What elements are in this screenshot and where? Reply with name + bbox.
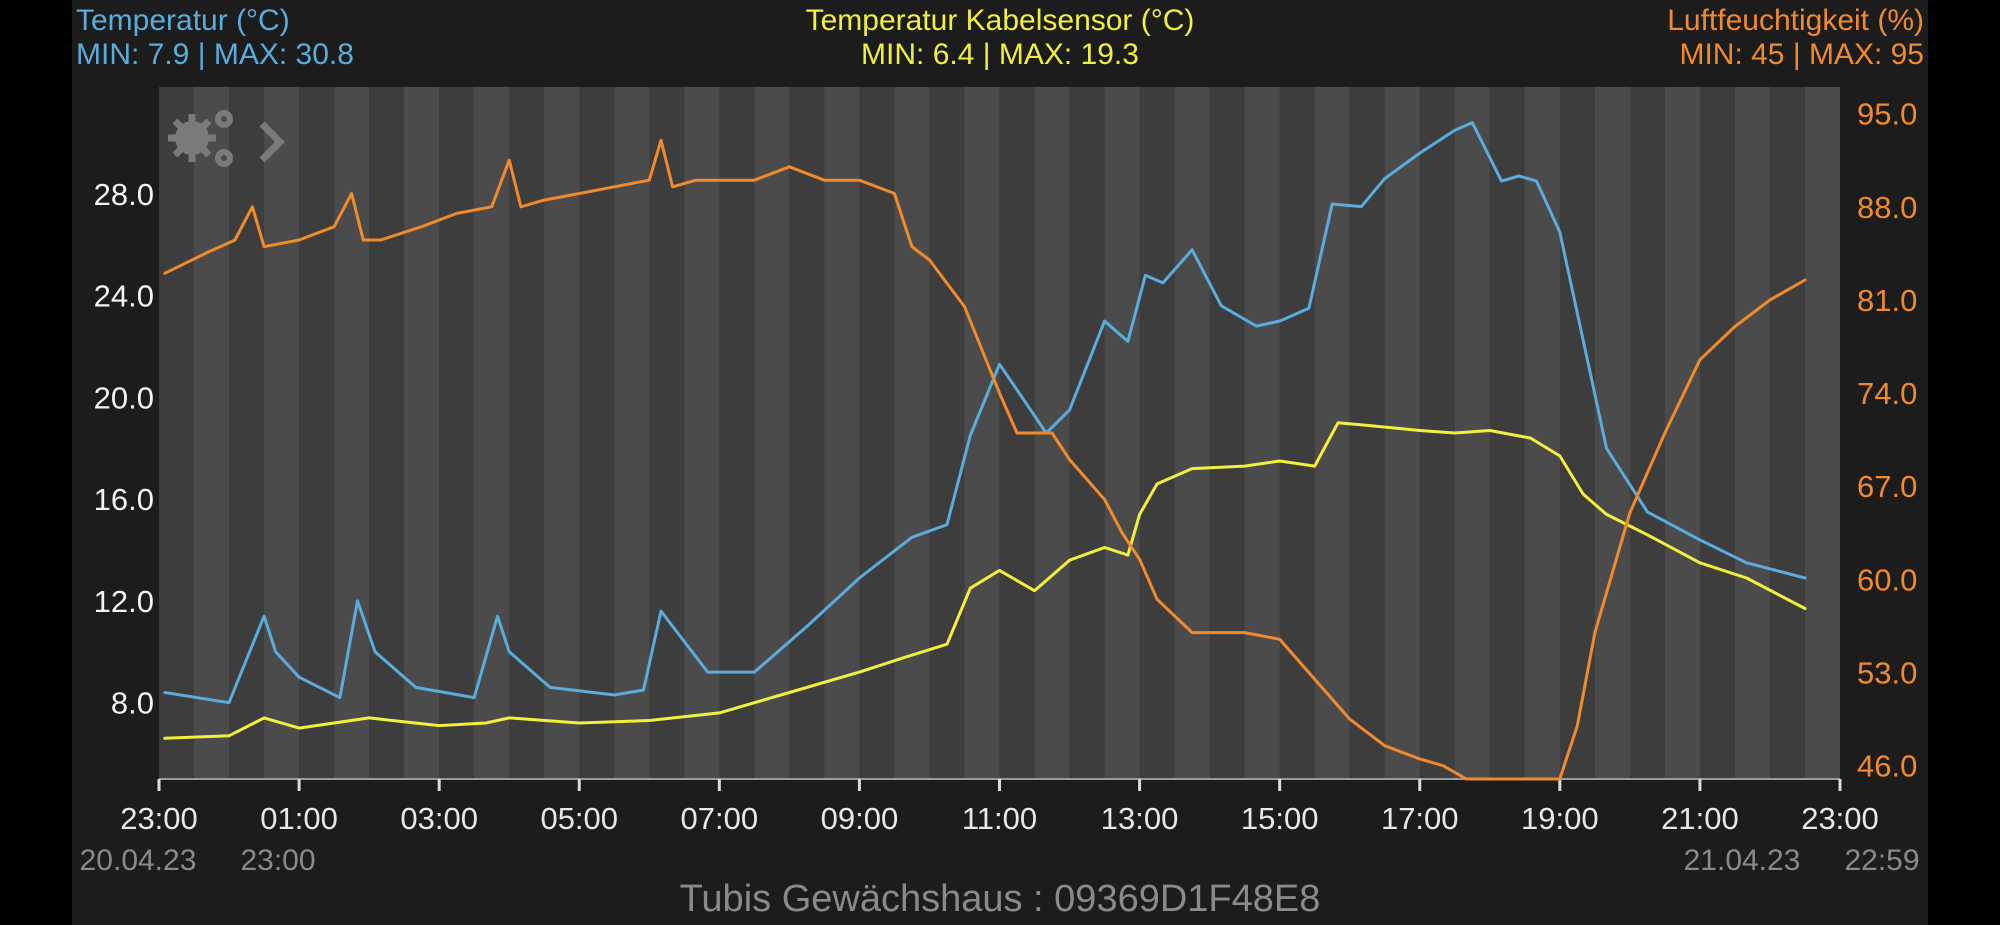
y-right-tick-label: 60.0 xyxy=(1857,562,1917,597)
end-date-label: 21.04.23 xyxy=(1684,844,1801,877)
plot-background xyxy=(159,87,1840,779)
y-axis-right: 46.0 53.0 60.0 67.0 74.0 81.0 88.0 95.0 xyxy=(1857,97,1917,784)
grid-band xyxy=(1349,87,1385,779)
y-right-tick-label: 81.0 xyxy=(1857,283,1917,318)
grid-band xyxy=(1769,87,1805,779)
cable-sensor-line xyxy=(163,421,1807,740)
grid-band xyxy=(1559,87,1595,779)
x-tick-label: 23:00 xyxy=(120,801,198,836)
grid-band xyxy=(719,87,755,779)
x-axis: 23:00 01:00 03:00 05:00 07:00 09:00 11:00 13:00… xyxy=(120,778,1879,836)
x-tick-label: 05:00 xyxy=(540,801,618,836)
x-tick-label: 15:00 xyxy=(1241,801,1319,836)
grid-band xyxy=(509,87,545,779)
legend-temperature: Temperatur (°C) MIN: 7.9 | MAX: 30.8 xyxy=(76,4,354,72)
x-tick-label: 23:00 xyxy=(1801,801,1879,836)
grid-band xyxy=(649,87,685,779)
legend-cable-title: Temperatur Kabelsensor (°C) xyxy=(805,4,1195,37)
line-chart: 23:00 01:00 03:00 05:00 07:00 09:00 11:00 13:00… xyxy=(80,87,1920,877)
x-tick-label: 17:00 xyxy=(1381,801,1459,836)
grid-band xyxy=(369,87,405,779)
date-labels: 20.04.23 23:00 21.04.23 22:59 xyxy=(80,844,1920,877)
chevron-right-icon[interactable] xyxy=(259,121,285,163)
end-time-label: 22:59 xyxy=(1844,844,1919,877)
legend-humidity-minmax: MIN: 45 | MAX: 95 xyxy=(1679,38,1924,71)
legend-humidity-title: Luftfeuchtigkeit (%) xyxy=(1667,4,1924,37)
chart-toolbar[interactable] xyxy=(168,110,285,167)
legend-cable-sensor: Temperatur Kabelsensor (°C) MIN: 6.4 | M… xyxy=(806,4,1195,72)
x-tick-label: 07:00 xyxy=(681,801,759,836)
x-tick-label: 21:00 xyxy=(1661,801,1739,836)
y-right-tick-label: 46.0 xyxy=(1857,749,1917,784)
grid-band xyxy=(1279,87,1315,779)
start-date-label: 20.04.23 xyxy=(80,844,197,877)
grid-band xyxy=(299,87,335,779)
device-footer: Tubis Gewächshaus : 09369D1F48E8 xyxy=(679,878,1321,920)
x-tick-label: 03:00 xyxy=(400,801,478,836)
grid-band xyxy=(1069,87,1105,779)
grid-band xyxy=(929,87,965,779)
grid-band xyxy=(1209,87,1245,779)
start-time-label: 23:00 xyxy=(240,844,315,877)
y-right-tick-label: 95.0 xyxy=(1857,97,1917,132)
y-right-tick-label: 53.0 xyxy=(1857,656,1917,691)
y-left-tick-label: 28.0 xyxy=(94,177,154,212)
grid-band xyxy=(1139,87,1175,779)
y-axis-left: 8.0 12.0 16.0 20.0 24.0 28.0 xyxy=(94,177,154,721)
gears-icon[interactable] xyxy=(168,110,233,167)
x-tick-label: 01:00 xyxy=(260,801,338,836)
grid-band xyxy=(579,87,615,779)
grid-band xyxy=(439,87,475,779)
series-lines xyxy=(163,121,1807,781)
legend-cable-minmax: MIN: 6.4 | MAX: 19.3 xyxy=(861,38,1139,71)
x-tick-label: 13:00 xyxy=(1101,801,1179,836)
y-left-tick-label: 24.0 xyxy=(94,279,154,314)
y-right-tick-label: 67.0 xyxy=(1857,469,1917,504)
x-tick-label: 19:00 xyxy=(1521,801,1599,836)
legend-humidity: Luftfeuchtigkeit (%) MIN: 45 | MAX: 95 xyxy=(1667,4,1924,72)
legend-temperature-title: Temperatur (°C) xyxy=(76,4,290,37)
x-tick-label: 09:00 xyxy=(821,801,899,836)
grid-band xyxy=(1699,87,1735,779)
y-right-tick-label: 88.0 xyxy=(1857,190,1917,225)
y-left-tick-label: 16.0 xyxy=(94,482,154,517)
y-left-tick-label: 12.0 xyxy=(94,584,154,619)
y-left-tick-label: 20.0 xyxy=(94,380,154,415)
legend-temperature-minmax: MIN: 7.9 | MAX: 30.8 xyxy=(76,38,354,71)
grid-band xyxy=(789,87,825,779)
y-left-tick-label: 8.0 xyxy=(111,686,154,721)
y-right-tick-label: 74.0 xyxy=(1857,376,1917,411)
grid-band xyxy=(1629,87,1665,779)
grid-band xyxy=(159,87,195,779)
grid-band xyxy=(229,87,265,779)
x-tick-label: 11:00 xyxy=(962,801,1037,836)
humidity-line xyxy=(163,138,1807,781)
